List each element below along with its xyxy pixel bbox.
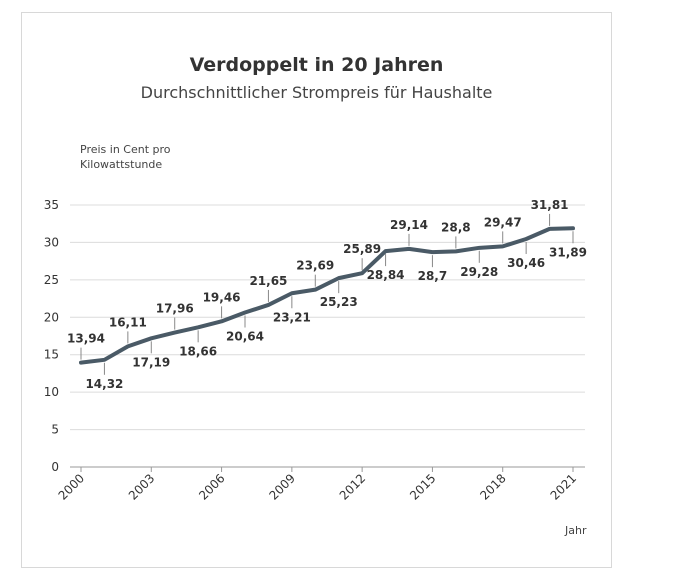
data-label: 23,21 xyxy=(273,310,311,324)
chart-subtitle: Durchschnittlicher Strompreis für Hausha… xyxy=(140,83,493,102)
data-point xyxy=(407,247,411,251)
data-label: 29,47 xyxy=(484,215,522,229)
x-tick-label: 2009 xyxy=(266,471,297,502)
data-point xyxy=(548,227,552,231)
data-point xyxy=(220,319,224,323)
y-tick-label: 5 xyxy=(51,423,59,437)
data-label: 20,64 xyxy=(226,329,264,343)
grid-lines xyxy=(70,204,585,472)
data-point xyxy=(102,358,106,362)
data-point xyxy=(126,344,130,348)
x-tick-label: 2012 xyxy=(337,471,368,502)
data-label: 31,81 xyxy=(531,198,569,212)
data-point xyxy=(501,244,505,248)
data-label: 14,32 xyxy=(85,377,123,391)
chart-title: Verdoppelt in 20 Jahren xyxy=(189,54,444,76)
y-tick-label: 20 xyxy=(44,310,59,324)
y-tick-label: 30 xyxy=(44,235,59,249)
y-axis-title-line2: Kilowattstunde xyxy=(80,158,162,171)
data-label: 28,84 xyxy=(367,268,405,282)
data-label: 19,46 xyxy=(203,290,241,304)
data-point xyxy=(79,361,83,365)
data-point xyxy=(360,271,364,275)
data-labels: 13,94 14,32 16,11 17,19 17,96 18,66 19,46 20,64… xyxy=(67,198,587,391)
x-tick-label: 2006 xyxy=(196,471,227,502)
data-label: 17,19 xyxy=(132,355,170,369)
data-label: 30,46 xyxy=(507,256,545,270)
x-axis-title: Jahr xyxy=(564,524,587,537)
x-tick-label: 2015 xyxy=(407,471,438,502)
data-label: 25,89 xyxy=(343,242,381,256)
data-point xyxy=(290,291,294,295)
y-axis-title-line1: Preis in Cent pro xyxy=(80,143,171,156)
data-point xyxy=(430,250,434,254)
data-point xyxy=(384,249,388,253)
data-label: 18,66 xyxy=(179,344,217,358)
x-axis-ticks: 2000 2003 2006 2009 2012 2015 2018 2021 xyxy=(56,471,579,502)
x-tick-label: 2000 xyxy=(56,471,87,502)
x-tick-label: 2021 xyxy=(548,471,579,502)
data-label: 31,89 xyxy=(549,245,587,259)
data-label: 17,96 xyxy=(156,302,194,316)
data-label: 21,65 xyxy=(249,274,287,288)
data-point xyxy=(524,237,528,241)
data-point xyxy=(337,276,341,280)
data-label: 29,28 xyxy=(460,265,498,279)
data-point xyxy=(149,336,153,340)
y-tick-label: 35 xyxy=(44,198,59,212)
data-point xyxy=(571,226,575,230)
data-label: 25,23 xyxy=(320,295,358,309)
data-label: 13,94 xyxy=(67,332,105,346)
data-label: 29,14 xyxy=(390,218,428,232)
data-point xyxy=(313,288,317,292)
x-tick-label: 2003 xyxy=(126,471,157,502)
data-point xyxy=(266,303,270,307)
data-point xyxy=(173,331,177,335)
label-leaders xyxy=(80,213,574,375)
data-point xyxy=(477,246,481,250)
data-label: 23,69 xyxy=(296,259,334,273)
data-point xyxy=(243,310,247,314)
y-tick-label: 10 xyxy=(44,385,59,399)
data-label: 16,11 xyxy=(109,315,147,329)
series-line xyxy=(79,226,575,365)
data-point xyxy=(454,249,458,253)
y-tick-label: 25 xyxy=(44,273,59,287)
y-axis-ticks: 0 5 10 15 20 25 30 35 xyxy=(44,198,59,474)
x-tick-label: 2018 xyxy=(477,471,508,502)
y-tick-label: 15 xyxy=(44,348,59,362)
y-tick-label: 0 xyxy=(51,460,59,474)
data-label: 28,7 xyxy=(418,269,448,283)
data-point xyxy=(196,325,200,329)
series-group xyxy=(79,226,575,365)
data-label: 28,8 xyxy=(441,220,471,234)
